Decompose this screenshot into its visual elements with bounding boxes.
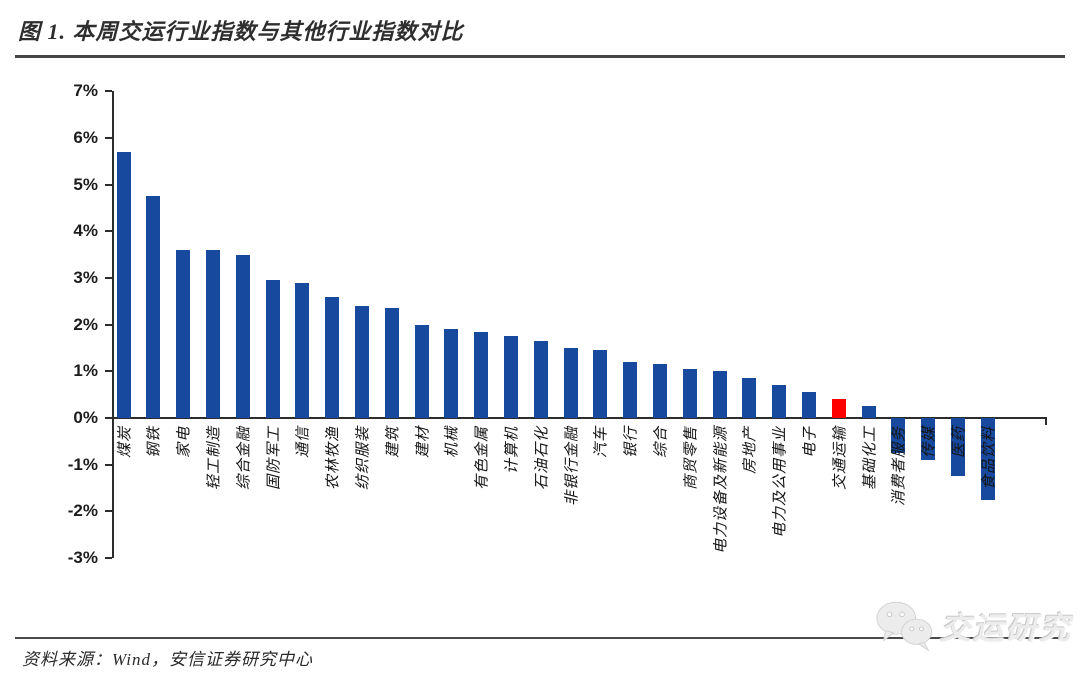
y-axis-tick-label: 7% — [73, 81, 98, 101]
x-axis-label: 传媒 — [921, 426, 938, 459]
source-note: 资料来源：Wind，安信证券研究中心 — [22, 650, 313, 669]
x-axis-label: 煤炭 — [117, 426, 133, 459]
y-axis-tick-label: 4% — [73, 221, 98, 241]
bar — [414, 324, 429, 418]
watermark-text: 交运研究 — [940, 610, 1072, 646]
x-axis-label: 非银行金融 — [564, 426, 580, 507]
x-axis-label: 汽车 — [593, 426, 610, 459]
x-axis-label: 机械 — [444, 426, 461, 459]
watermark: 交运研究 — [874, 598, 1072, 652]
bar — [801, 392, 816, 418]
bar — [295, 282, 310, 418]
bar — [891, 418, 906, 454]
x-axis-label: 纺织服装 — [355, 426, 372, 491]
x-axis-label: 食品饮料 — [981, 426, 998, 491]
y-axis-tick — [105, 136, 112, 139]
bar — [772, 385, 787, 418]
wechat-icon — [876, 601, 933, 652]
x-axis-label: 银行 — [623, 426, 640, 459]
x-axis-label: 消费者服务 — [891, 426, 908, 507]
x-axis-end-tick — [1045, 418, 1047, 425]
y-axis-tick — [105, 276, 112, 279]
y-axis-tick — [105, 90, 112, 93]
bar — [742, 378, 757, 418]
y-axis-tick — [105, 557, 112, 560]
bar — [384, 308, 399, 418]
y-axis-tick-label: -1% — [67, 454, 98, 474]
bar — [354, 305, 369, 418]
y-axis-tick — [105, 417, 112, 419]
y-axis-tick — [105, 183, 112, 186]
y-axis-tick — [105, 510, 112, 513]
bar — [474, 331, 489, 418]
bar — [325, 296, 340, 418]
bar — [980, 418, 995, 500]
bar — [176, 249, 191, 418]
bar — [921, 418, 936, 461]
x-axis-label: 建筑 — [385, 426, 402, 459]
bar — [235, 254, 250, 418]
y-axis-tick-label: 2% — [73, 314, 98, 334]
y-axis-tick — [105, 463, 112, 466]
y-axis-tick — [105, 230, 112, 233]
bar — [444, 329, 459, 418]
y-axis-tick-label: -2% — [67, 501, 98, 521]
x-axis-label: 钢铁 — [146, 426, 163, 459]
x-axis-label: 电子 — [802, 426, 819, 459]
bar — [116, 151, 131, 418]
bar — [533, 340, 548, 418]
chart-title: 图 1. 本周交运行业指数与其他行业指数对比 — [18, 19, 464, 44]
y-axis-tick-label: 1% — [73, 361, 98, 381]
x-axis-label: 房地产 — [742, 426, 759, 475]
x-axis-label: 家电 — [176, 426, 193, 459]
y-axis-tick-label: 0% — [73, 408, 98, 427]
x-axis-label: 电力及公用事业 — [772, 426, 789, 539]
bar-chart: 7% 6% 5% 4% 3% 2% 1% 0% -1% -2% -3% 煤炭 钢铁 家电 轻工制造 综合金融国… — [67, 81, 1047, 568]
x-axis-label: 基础化工 — [862, 426, 878, 491]
bar — [593, 350, 608, 418]
x-axis-label: 通信 — [295, 426, 312, 459]
bar — [623, 361, 638, 418]
x-axis-label: 电力设备及新能源 — [713, 426, 729, 555]
bar — [652, 364, 667, 418]
bar — [265, 280, 280, 418]
footer-divider — [15, 637, 1065, 639]
x-axis-label: 有色金属 — [474, 426, 491, 491]
x-axis-label: 轻工制造 — [206, 426, 223, 491]
x-axis-label: 石油石化 — [534, 426, 551, 491]
bar — [563, 347, 578, 418]
bar — [682, 368, 697, 418]
x-axis-label: 农林牧渔 — [325, 426, 342, 491]
bar — [831, 399, 846, 418]
bar — [712, 371, 727, 418]
x-axis-label: 国防军工 — [266, 426, 282, 491]
y-axis-tick — [105, 370, 112, 373]
y-axis-tick-label: 5% — [73, 174, 98, 194]
x-axis-label: 计算机 — [504, 426, 521, 475]
x-axis-label: 综合金融 — [236, 426, 253, 491]
x-axis-label: 建材 — [415, 426, 431, 459]
y-axis-tick-label: -3% — [67, 548, 98, 568]
bar — [503, 336, 518, 418]
y-axis-tick — [105, 323, 112, 326]
x-axis-label: 商贸零售 — [683, 426, 700, 491]
x-axis-label: 综合 — [653, 426, 670, 459]
x-axis-label: 交通运输 — [832, 426, 849, 491]
bar — [205, 249, 220, 418]
title-divider — [15, 55, 1065, 58]
y-axis-line — [112, 91, 114, 558]
bar — [950, 418, 965, 477]
bar — [861, 406, 876, 418]
y-axis-tick-label: 3% — [73, 267, 98, 287]
x-axis-label: 医药 — [951, 426, 968, 459]
y-axis-tick-label: 6% — [73, 127, 98, 147]
bar — [146, 196, 161, 418]
x-axis-line — [112, 417, 1047, 419]
